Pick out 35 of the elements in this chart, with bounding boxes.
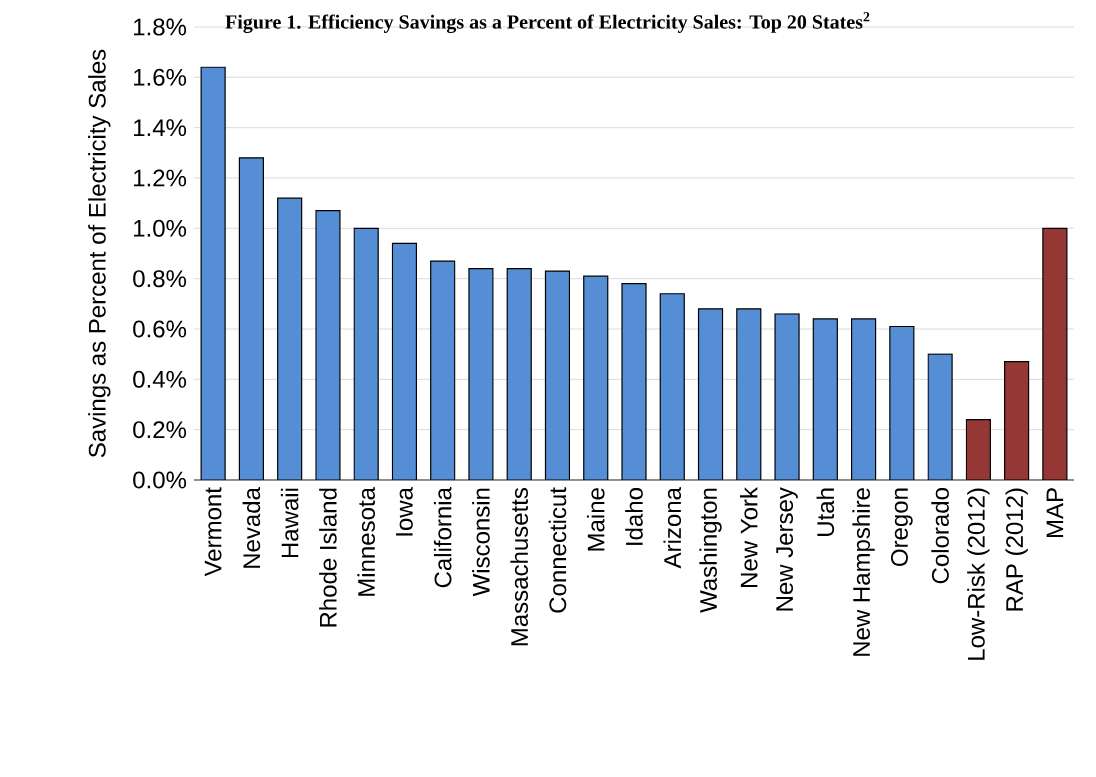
x-tick-label: Idaho — [625, 488, 643, 545]
x-tick-label: Washington — [699, 488, 722, 613]
x-tick-label: Nevada — [242, 487, 261, 568]
x-tick-label: MAP — [1046, 488, 1064, 538]
x-tick-label: Iowa — [396, 487, 413, 536]
y-axis-title: Savings as Percent of Electricity Sales — [88, 49, 111, 458]
x-tick-label: Maine — [586, 488, 605, 551]
y-tick-label: 1.4% — [134, 119, 187, 137]
x-tick-label: Connecticut — [548, 487, 567, 613]
y-tick-label: 1.8% — [134, 18, 187, 36]
x-tick-label: Colorado — [931, 488, 949, 584]
y-tick-label: 0.0% — [133, 471, 187, 489]
x-tick-label: Utah — [816, 488, 835, 536]
x-tick-label: Vermont — [204, 487, 222, 577]
x-tick-label: Rhode Island — [319, 488, 337, 627]
y-tick-label: 0.4% — [133, 370, 187, 388]
y-tick-label: 0.6% — [133, 320, 187, 338]
x-tick-label: Minnesota — [357, 487, 375, 596]
y-tick-label: 1.2% — [134, 169, 187, 187]
x-tick-label: Oregon — [890, 488, 913, 566]
x-tick-label: California — [433, 487, 452, 588]
y-tick-label: 0.8% — [133, 270, 187, 288]
x-tick-label: Arizona — [663, 487, 682, 569]
y-tick-label: 1.0% — [134, 219, 187, 237]
x-tick-label: New York — [739, 487, 758, 587]
y-tick-label: 1.6% — [134, 68, 187, 86]
x-tick-label: Wisconsin — [472, 488, 490, 597]
x-tick-label: New Jersey — [776, 487, 798, 611]
x-tick-label: New Hampshire — [852, 488, 875, 656]
x-tick-label: Massachusetts — [510, 487, 529, 646]
chart-title: Figure 1. Efficiency Savings as a Percent of Electricity Sales: Top 20 States$^{2}$ — [225, 12, 870, 34]
x-tick-label: Low-Risk (2012) — [967, 488, 990, 660]
y-tick-label: 0.2% — [133, 421, 187, 439]
x-tick-label: Hawaii — [280, 488, 299, 558]
x-tick-label: RAP (2012) — [1005, 488, 1028, 611]
